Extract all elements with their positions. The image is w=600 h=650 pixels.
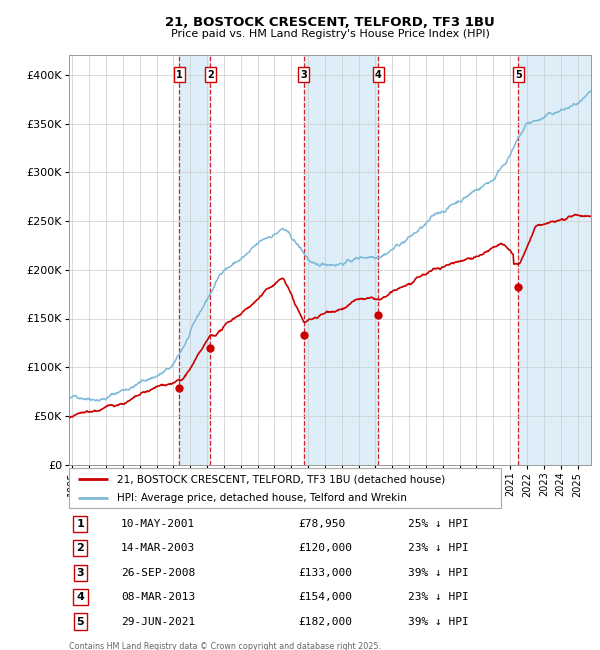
Text: 3: 3 (300, 70, 307, 79)
Bar (518, 55, 591, 465)
Text: HPI: Average price, detached house, Telford and Wrekin: HPI: Average price, detached house, Telf… (116, 493, 406, 503)
Text: 5: 5 (515, 70, 522, 79)
Text: 23% ↓ HPI: 23% ↓ HPI (409, 543, 469, 553)
Text: 39% ↓ HPI: 39% ↓ HPI (409, 567, 469, 578)
Text: 14-MAR-2003: 14-MAR-2003 (121, 543, 196, 553)
Text: 3: 3 (77, 567, 84, 578)
Text: 23% ↓ HPI: 23% ↓ HPI (409, 592, 469, 602)
Text: 2: 2 (77, 543, 85, 553)
Text: 39% ↓ HPI: 39% ↓ HPI (409, 617, 469, 627)
FancyBboxPatch shape (69, 468, 501, 508)
Text: 1: 1 (77, 519, 85, 528)
Text: £182,000: £182,000 (299, 617, 353, 627)
Text: 26-SEP-2008: 26-SEP-2008 (121, 567, 196, 578)
Text: 4: 4 (77, 592, 85, 602)
Text: 25% ↓ HPI: 25% ↓ HPI (409, 519, 469, 528)
Text: 29-JUN-2021: 29-JUN-2021 (121, 617, 196, 627)
Text: 10-MAY-2001: 10-MAY-2001 (121, 519, 196, 528)
Text: 21, BOSTOCK CRESCENT, TELFORD, TF3 1BU (detached house): 21, BOSTOCK CRESCENT, TELFORD, TF3 1BU (… (116, 474, 445, 484)
Text: 5: 5 (77, 617, 84, 627)
Text: 2: 2 (207, 70, 214, 79)
Text: £154,000: £154,000 (299, 592, 353, 602)
Bar (304, 55, 379, 465)
Text: Contains HM Land Registry data © Crown copyright and database right 2025.
This d: Contains HM Land Registry data © Crown c… (69, 642, 381, 650)
Text: £120,000: £120,000 (299, 543, 353, 553)
Text: Price paid vs. HM Land Registry's House Price Index (HPI): Price paid vs. HM Land Registry's House … (170, 29, 490, 39)
Text: 21, BOSTOCK CRESCENT, TELFORD, TF3 1BU: 21, BOSTOCK CRESCENT, TELFORD, TF3 1BU (165, 16, 495, 29)
Text: 4: 4 (375, 70, 382, 79)
Bar (179, 55, 211, 465)
Text: 1: 1 (176, 70, 183, 79)
Text: 08-MAR-2013: 08-MAR-2013 (121, 592, 196, 602)
Text: £133,000: £133,000 (299, 567, 353, 578)
Text: £78,950: £78,950 (299, 519, 346, 528)
